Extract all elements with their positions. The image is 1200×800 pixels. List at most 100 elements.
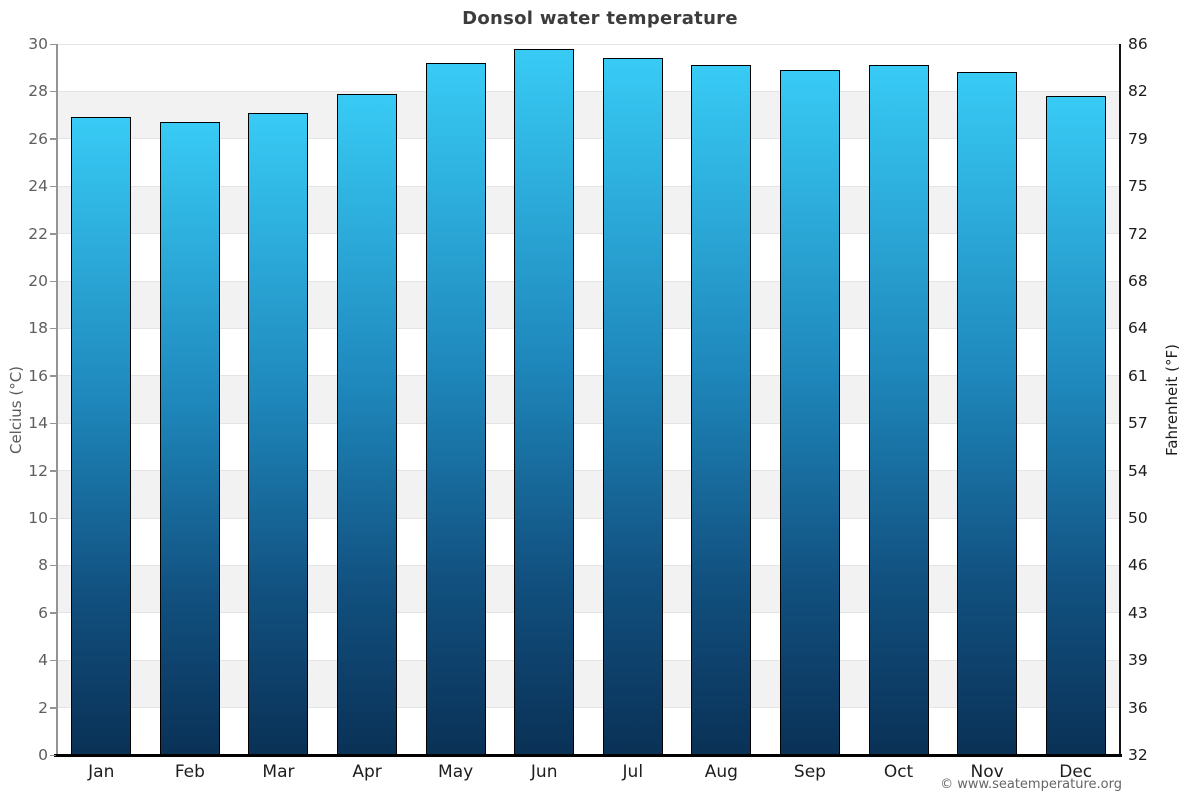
y-tick-label-fahrenheit-43: 43	[1128, 603, 1148, 622]
y-tick-label-celsius-28: 28	[28, 82, 48, 101]
bar-may[interactable]	[425, 62, 486, 755]
bar-nov[interactable]	[957, 72, 1018, 755]
y-tick-label-celsius-22: 22	[28, 224, 48, 243]
x-label-jun: Jun	[530, 762, 558, 782]
y-tick-label-celsius-24: 24	[28, 177, 48, 196]
celsius-tick-mark	[50, 280, 56, 282]
celsius-tick-mark	[50, 754, 56, 756]
celsius-tick-mark	[50, 517, 56, 519]
celsius-tick-mark	[50, 138, 56, 140]
bar-mar[interactable]	[248, 112, 309, 755]
y-tick-label-celsius-6: 6	[38, 603, 48, 622]
celsius-tick-mark	[50, 185, 56, 188]
celsius-tick-mark	[50, 564, 56, 567]
x-label-aug: Aug	[704, 762, 738, 782]
copyright-text: © www.seatemperature.org	[940, 777, 1122, 792]
celsius-tick-mark	[50, 659, 56, 662]
grid-band	[57, 138, 1120, 187]
plot-area	[57, 43, 1120, 755]
y-tick-label-fahrenheit-32: 32	[1128, 746, 1148, 764]
celsius-axis-title: Celcius (°C)	[7, 365, 25, 455]
bar-jan[interactable]	[71, 117, 132, 755]
grid-band	[57, 612, 1120, 661]
y-tick-label-celsius-14: 14	[28, 414, 48, 433]
fahrenheit-axis-line	[1119, 44, 1121, 757]
y-tick-label-celsius-10: 10	[28, 509, 48, 527]
grid-line	[57, 327, 1120, 329]
grid-band	[57, 44, 1120, 92]
y-tick-label-celsius-12: 12	[28, 461, 48, 480]
y-tick-label-celsius-26: 26	[28, 129, 48, 148]
grid-band	[57, 518, 1120, 566]
y-tick-label-celsius-30: 30	[28, 35, 48, 53]
celsius-tick-mark	[50, 327, 56, 330]
grid-line	[57, 43, 1120, 45]
y-tick-label-fahrenheit-86: 86	[1128, 35, 1148, 53]
grid-band	[57, 470, 1120, 518]
bar-apr[interactable]	[337, 93, 398, 755]
grid-band	[57, 423, 1120, 471]
celsius-tick-mark	[50, 43, 56, 45]
y-tick-label-fahrenheit-68: 68	[1128, 272, 1148, 290]
bar-dec[interactable]	[1045, 96, 1106, 755]
bar-feb[interactable]	[159, 122, 220, 755]
y-tick-label-fahrenheit-82: 82	[1128, 82, 1148, 101]
x-axis-line	[54, 753, 1122, 757]
x-label-oct: Oct	[883, 762, 914, 782]
x-label-feb: Feb	[174, 762, 205, 782]
grid-band	[57, 707, 1120, 755]
bar-oct[interactable]	[868, 65, 929, 755]
celsius-tick-mark	[50, 612, 56, 614]
celsius-axis-line	[56, 44, 58, 755]
y-tick-label-fahrenheit-75: 75	[1128, 177, 1148, 196]
grid-band	[57, 233, 1120, 281]
x-label-jan: Jan	[88, 762, 115, 782]
x-label-apr: Apr	[352, 762, 382, 782]
fahrenheit-axis-title: Fahrenheit (°F)	[1163, 344, 1181, 456]
grid-line	[57, 138, 1120, 140]
y-tick-label-fahrenheit-50: 50	[1128, 509, 1148, 527]
y-tick-label-celsius-4: 4	[38, 651, 48, 670]
y-tick-label-celsius-2: 2	[38, 698, 48, 717]
x-label-jul: Jul	[622, 762, 644, 782]
bar-aug[interactable]	[691, 65, 752, 755]
y-tick-label-celsius-16: 16	[28, 366, 48, 385]
x-label-sep: Sep	[793, 762, 826, 782]
bar-sep[interactable]	[779, 70, 840, 755]
y-tick-label-celsius-18: 18	[28, 319, 48, 338]
y-tick-label-fahrenheit-64: 64	[1128, 319, 1148, 338]
grid-line	[57, 659, 1120, 661]
grid-band	[57, 565, 1120, 613]
bar-jun[interactable]	[514, 48, 575, 755]
grid-line	[57, 612, 1120, 614]
grid-line	[57, 564, 1120, 566]
grid-band	[57, 91, 1120, 139]
y-tick-label-fahrenheit-72: 72	[1128, 224, 1148, 243]
y-tick-label-fahrenheit-46: 46	[1128, 556, 1148, 575]
y-tick-label-celsius-8: 8	[38, 556, 48, 575]
bar-jul[interactable]	[602, 58, 663, 755]
x-label-nov: Nov	[970, 762, 1004, 782]
y-tick-label-fahrenheit-79: 79	[1128, 129, 1148, 148]
grid-line	[57, 233, 1120, 235]
y-tick-label-fahrenheit-57: 57	[1128, 414, 1148, 433]
celsius-tick-mark	[50, 233, 56, 235]
y-tick-label-fahrenheit-36: 36	[1128, 698, 1148, 717]
grid-line	[57, 470, 1120, 472]
celsius-tick-mark	[50, 422, 56, 425]
grid-band	[57, 660, 1120, 708]
celsius-tick-mark	[50, 470, 56, 472]
grid-line	[57, 185, 1120, 187]
grid-line	[57, 280, 1120, 282]
x-label-may: May	[438, 762, 474, 782]
y-tick-label-celsius-20: 20	[28, 272, 48, 290]
celsius-tick-mark	[50, 707, 56, 709]
y-tick-label-fahrenheit-61: 61	[1128, 366, 1148, 385]
celsius-tick-mark	[50, 90, 56, 93]
grid-band	[57, 328, 1120, 376]
grid-line	[57, 375, 1120, 377]
y-tick-label-fahrenheit-54: 54	[1128, 461, 1148, 480]
y-tick-label-fahrenheit-39: 39	[1128, 651, 1148, 670]
x-label-mar: Mar	[262, 762, 295, 782]
